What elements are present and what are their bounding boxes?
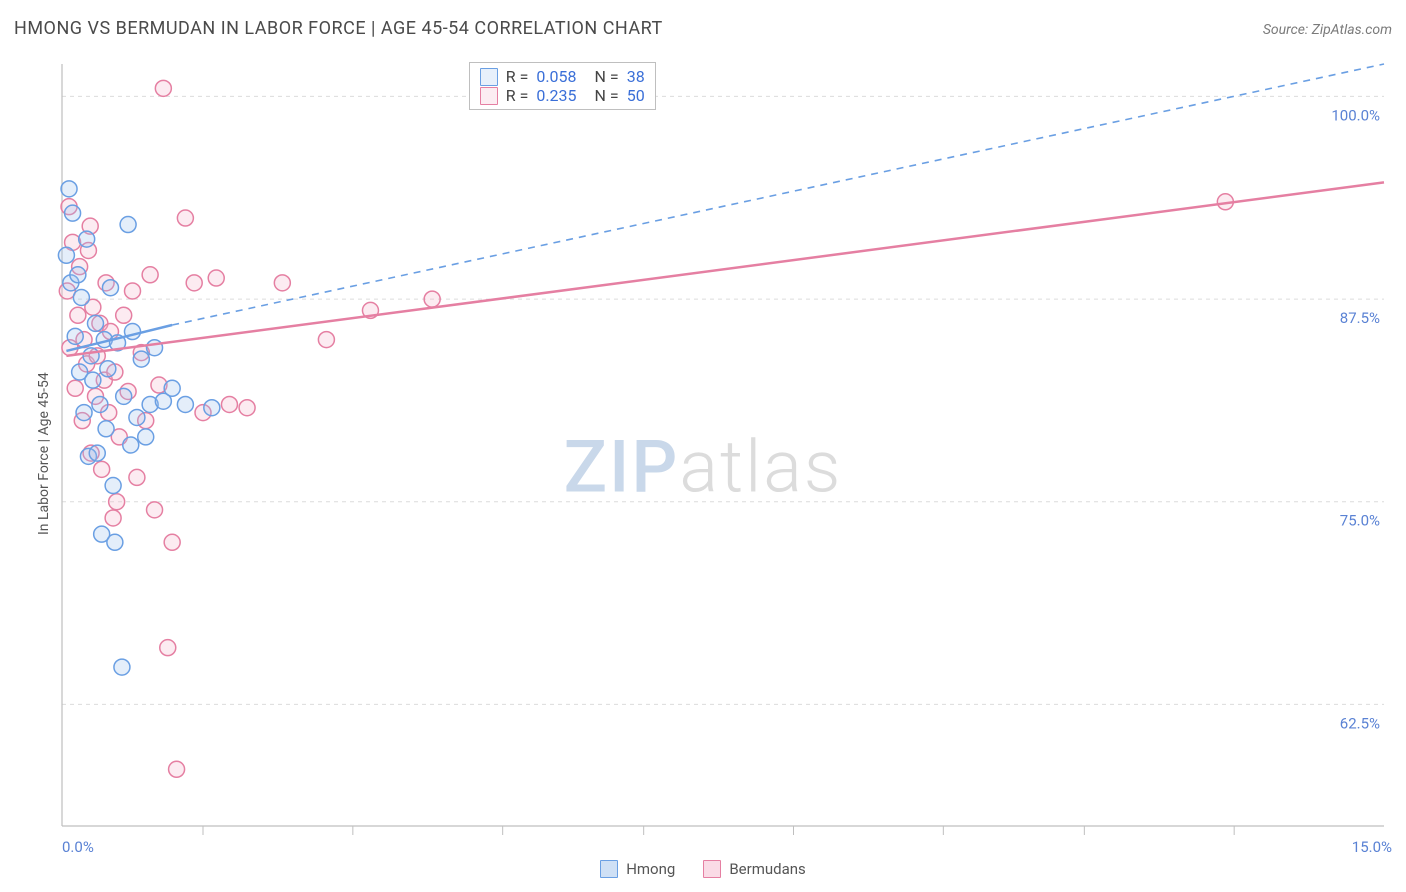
y-axis-label: In Labor Force | Age 45-54	[36, 372, 52, 535]
correlation-row: R = 0.235 N = 50	[480, 86, 645, 105]
stat-label: R =	[506, 86, 529, 105]
svg-text:62.5%: 62.5%	[1340, 714, 1380, 732]
stat-label: N =	[595, 86, 619, 105]
legend-swatch	[480, 87, 498, 105]
stat-label: N =	[595, 67, 619, 86]
legend-bottom: Hmong Bermudans	[14, 860, 1392, 878]
svg-text:75.0%: 75.0%	[1340, 512, 1380, 530]
x-tick-label-max: 15.0%	[1352, 838, 1392, 856]
legend-swatch	[480, 68, 498, 86]
correlation-row: R = 0.058 N = 38	[480, 67, 645, 86]
svg-text:100.0%: 100.0%	[1331, 106, 1380, 124]
x-tick-label-min: 0.0%	[62, 838, 94, 856]
legend-label: Bermudans	[729, 860, 805, 878]
stat-label: R =	[506, 67, 529, 86]
stat-value-n: 50	[627, 86, 645, 105]
scatter-chart-svg: 62.5% 75.0% 87.5% 100.0%	[14, 56, 1392, 878]
correlation-legend-box: R = 0.058 N = 38 R = 0.235 N = 50	[469, 62, 656, 110]
stat-value-r: 0.235	[536, 86, 576, 105]
chart-container: 62.5%75.0%87.5%100.0% ZIPatlas R =0.058N…	[14, 56, 1392, 878]
chart-title: HMONG VS BERMUDAN IN LABOR FORCE | AGE 4…	[14, 18, 663, 39]
svg-text:87.5%: 87.5%	[1340, 309, 1380, 327]
stat-value-r: 0.058	[536, 67, 576, 86]
legend-swatch	[703, 860, 721, 878]
legend-label: Hmong	[626, 860, 675, 878]
legend-item: Hmong	[600, 860, 675, 878]
legend-swatch	[600, 860, 618, 878]
stat-value-n: 38	[627, 67, 645, 86]
chart-source: Source: ZipAtlas.com	[1263, 22, 1392, 38]
legend-item: Bermudans	[703, 860, 805, 878]
